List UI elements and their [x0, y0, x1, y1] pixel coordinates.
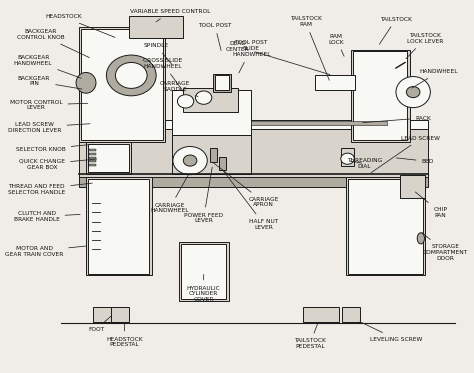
Text: RACK: RACK	[363, 116, 431, 123]
Text: RAM
LOCK: RAM LOCK	[328, 34, 344, 56]
Ellipse shape	[396, 76, 430, 108]
Bar	[401, 175, 425, 198]
Ellipse shape	[417, 233, 424, 244]
Text: STORAGE
COMPARTMENT
DOOR: STORAGE COMPARTMENT DOOR	[422, 233, 468, 261]
Text: POWER FEED
LEVER: POWER FEED LEVER	[184, 167, 223, 223]
Bar	[172, 135, 251, 173]
Text: THREAD AND FEED
SELECTOR HANDLE: THREAD AND FEED SELECTOR HANDLE	[8, 183, 92, 195]
Bar	[353, 51, 407, 140]
Text: HALF NUT
LEVER: HALF NUT LEVER	[223, 171, 278, 230]
Bar	[79, 127, 428, 179]
Bar	[129, 16, 183, 38]
Bar	[315, 75, 355, 90]
Bar	[86, 142, 131, 173]
Bar	[172, 90, 251, 135]
Bar	[342, 307, 360, 322]
Bar	[79, 120, 428, 129]
Bar	[251, 121, 387, 125]
Bar	[111, 307, 129, 322]
Bar	[89, 164, 96, 166]
Bar	[341, 148, 355, 166]
Text: MOTOR CONTROL
LEVER: MOTOR CONTROL LEVER	[10, 100, 88, 110]
Bar	[348, 179, 423, 273]
Bar	[79, 177, 428, 186]
Text: BACKGEAR
PIN: BACKGEAR PIN	[18, 76, 82, 89]
Bar	[86, 177, 152, 275]
Text: BACKGEAR
CONTROL KNOB: BACKGEAR CONTROL KNOB	[17, 29, 90, 57]
Text: CHIP
PAN: CHIP PAN	[415, 192, 447, 218]
Ellipse shape	[106, 55, 156, 96]
Ellipse shape	[341, 153, 355, 164]
Ellipse shape	[406, 87, 420, 98]
Bar	[181, 244, 226, 300]
Ellipse shape	[76, 72, 96, 93]
Text: SELECTOR KNOB: SELECTOR KNOB	[16, 144, 94, 152]
Ellipse shape	[183, 155, 197, 166]
Bar	[179, 242, 228, 301]
Text: HYDRAULIC
CYLINDER
COVER: HYDRAULIC CYLINDER COVER	[187, 275, 220, 302]
Bar	[351, 50, 410, 142]
Text: LEAD SCREW
DIRECTION LEVER: LEAD SCREW DIRECTION LEVER	[8, 122, 90, 133]
Text: HEADSTOCK
PEDESTAL: HEADSTOCK PEDESTAL	[106, 323, 143, 347]
Bar	[303, 307, 339, 322]
Text: CARRIAGE
SADDLE: CARRIAGE SADDLE	[160, 81, 198, 97]
Bar	[89, 160, 96, 162]
Text: QUICK CHANGE
GEAR BOX: QUICK CHANGE GEAR BOX	[19, 159, 97, 170]
Text: VARIABLE SPEED CONTROL: VARIABLE SPEED CONTROL	[129, 9, 210, 22]
Text: DEAD
CENTER: DEAD CENTER	[226, 41, 330, 75]
Bar	[183, 88, 237, 112]
Bar	[89, 153, 96, 155]
Bar	[93, 307, 120, 322]
Ellipse shape	[195, 91, 212, 104]
Text: LEVELING SCREW: LEVELING SCREW	[360, 322, 422, 342]
Text: TAILSTOCK: TAILSTOCK	[379, 17, 412, 44]
Text: THREADING
DIAL: THREADING DIAL	[346, 158, 382, 169]
Text: BED: BED	[396, 158, 434, 164]
Bar	[82, 29, 163, 140]
Text: BACKGEAR
HANDWHEEL: BACKGEAR HANDWHEEL	[14, 55, 81, 78]
Text: TAILSTOCK
PEDESTAL: TAILSTOCK PEDESTAL	[294, 322, 326, 349]
Text: HANDWHEEL: HANDWHEEL	[412, 69, 458, 88]
Bar	[89, 157, 96, 159]
Bar	[346, 177, 425, 275]
Text: CARRIAGE
APRON: CARRIAGE APRON	[213, 162, 279, 207]
Text: CLUTCH AND
BRAKE HANDLE: CLUTCH AND BRAKE HANDLE	[14, 211, 80, 222]
Bar	[79, 27, 165, 142]
Bar	[215, 75, 228, 90]
Text: SPINDLE: SPINDLE	[144, 43, 172, 64]
Bar	[210, 148, 217, 162]
Text: TAILSTOCK
RAM: TAILSTOCK RAM	[290, 16, 329, 80]
Text: CARRIAGE
HANDWHEEL: CARRIAGE HANDWHEEL	[150, 174, 189, 213]
Ellipse shape	[116, 62, 147, 88]
Ellipse shape	[173, 147, 207, 175]
Text: FOOT: FOOT	[88, 316, 111, 332]
Text: MOTOR AND
GEAR TRAIN COVER: MOTOR AND GEAR TRAIN COVER	[5, 246, 86, 257]
Text: TAILSTOCK
LOCK LEVER: TAILSTOCK LOCK LEVER	[406, 33, 444, 59]
Bar	[89, 149, 96, 151]
Ellipse shape	[177, 95, 194, 108]
Text: CROSS SLIDE
HANDWHEEL: CROSS SLIDE HANDWHEEL	[143, 58, 184, 93]
Bar	[219, 157, 226, 170]
Bar	[213, 73, 231, 92]
Text: LEAD SCREW: LEAD SCREW	[371, 136, 440, 173]
Text: TOOL POST
SLIDE
HANDWHEEL: TOOL POST SLIDE HANDWHEEL	[232, 41, 271, 73]
Bar	[88, 179, 149, 273]
Text: HEADSTOCK: HEADSTOCK	[45, 15, 115, 37]
Bar	[88, 144, 129, 172]
Text: TOOL POST: TOOL POST	[198, 23, 232, 50]
